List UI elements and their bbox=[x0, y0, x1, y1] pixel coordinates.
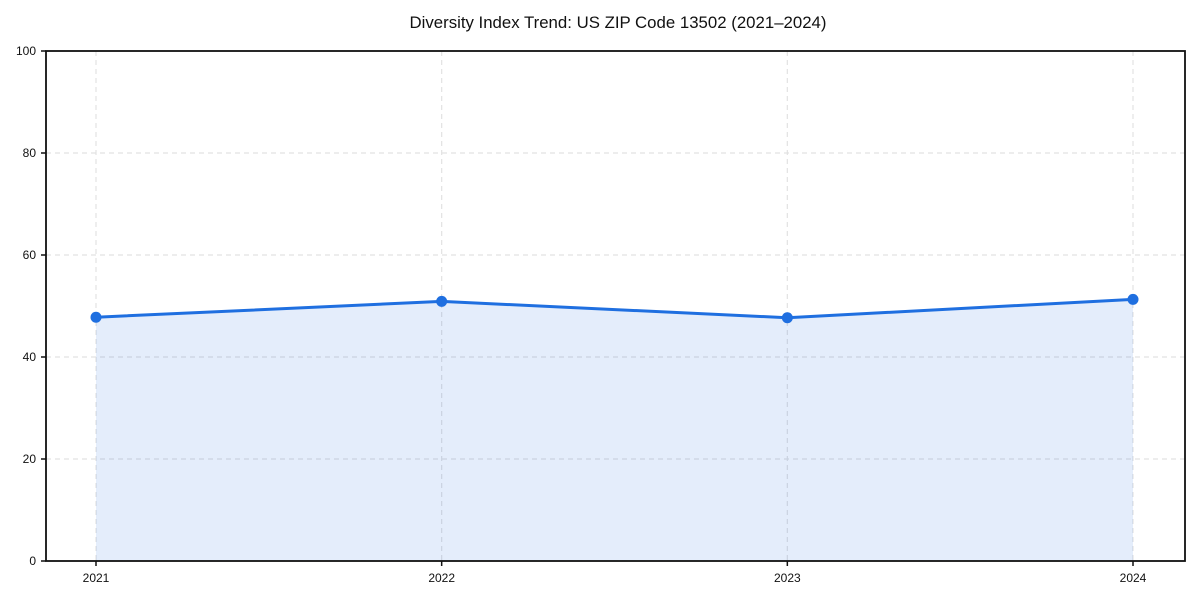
chart-title: Diversity Index Trend: US ZIP Code 13502… bbox=[410, 13, 827, 32]
axis-layer: 0 20 40 60 80 100 2021 2022 2023 2024 bbox=[16, 44, 1186, 585]
x-tick-label: 2021 bbox=[83, 571, 110, 585]
y-tick-label: 80 bbox=[23, 146, 37, 160]
x-tick-label: 2022 bbox=[428, 571, 455, 585]
y-tick-label: 100 bbox=[16, 44, 36, 58]
series-layer bbox=[90, 293, 1139, 561]
x-tick-label: 2023 bbox=[774, 571, 801, 585]
x-tick-label: 2024 bbox=[1120, 571, 1147, 585]
y-tick-label: 20 bbox=[23, 452, 37, 466]
data-point-2023 bbox=[781, 312, 793, 324]
plot-border bbox=[45, 50, 1186, 562]
y-tick-label: 40 bbox=[23, 350, 37, 364]
y-tick-label: 60 bbox=[23, 248, 37, 262]
data-point-2021 bbox=[90, 311, 102, 323]
data-point-2024 bbox=[1127, 293, 1139, 305]
data-point-2022 bbox=[436, 295, 448, 307]
trend-line bbox=[94, 297, 1135, 320]
area-fill bbox=[96, 299, 1133, 561]
y-tick-label: 0 bbox=[29, 554, 36, 568]
